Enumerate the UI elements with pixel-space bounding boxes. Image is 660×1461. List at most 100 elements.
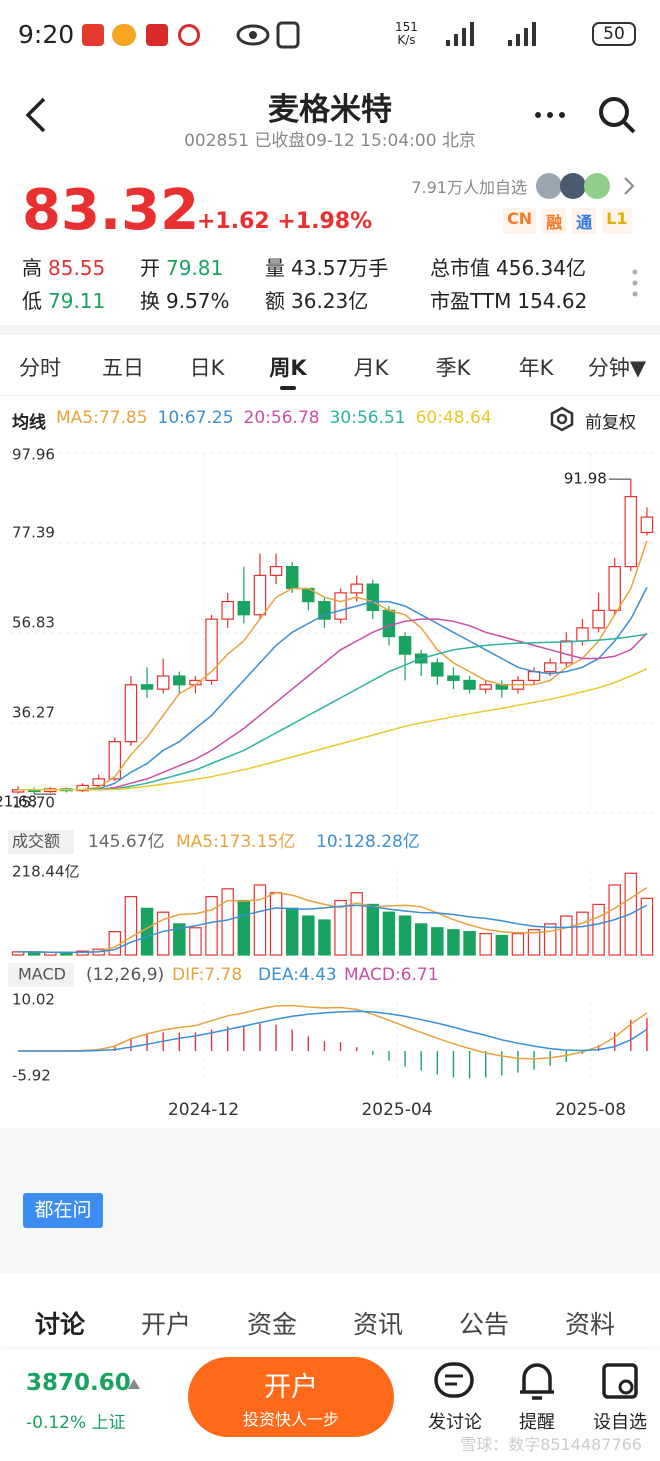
stat: 开 79.81 — [140, 252, 223, 281]
candle-body — [479, 684, 492, 690]
volume-bar — [205, 896, 218, 956]
volume-bar — [108, 931, 122, 956]
volume-bar — [576, 911, 589, 956]
index-change: -0.12% 上证 — [26, 1413, 126, 1433]
legend-item: MA5:77.85 — [56, 408, 148, 428]
legend-item: MA5:173.15亿 — [176, 832, 295, 852]
action[interactable]: 发讨论 — [428, 1412, 482, 1433]
stat-value: 85.55 — [48, 256, 106, 280]
tab[interactable]: 周K — [269, 356, 307, 380]
speed: 151 — [395, 20, 418, 34]
settings-icon[interactable] — [549, 406, 575, 432]
volume-bar — [414, 923, 428, 956]
volume-bar — [350, 892, 363, 956]
ma-line — [18, 540, 648, 791]
y-tick-label: 36.27 — [12, 703, 55, 721]
volume-ma-line — [18, 904, 648, 954]
legend-item: 10:128.28亿 — [316, 832, 420, 852]
ma-line — [18, 633, 648, 791]
back-button[interactable] — [22, 96, 52, 134]
avatars[interactable] — [535, 170, 645, 202]
stat-label: 总市值 — [430, 256, 490, 280]
tab-indicator — [280, 386, 296, 390]
volume-bar — [560, 915, 573, 956]
stat-label: 额 — [265, 289, 285, 313]
tab[interactable]: 日K — [189, 356, 225, 380]
clock: 9:20 — [18, 20, 75, 49]
header-actions[interactable] — [532, 94, 642, 136]
x-tick-label: 2025-08 — [555, 1100, 626, 1120]
legend-params: (12,26,9) — [86, 965, 164, 985]
ask-chip[interactable]: 都在问 — [23, 1193, 103, 1228]
bottom-tab[interactable]: 资金 — [246, 1310, 297, 1339]
kline-chart: 2024-12 2025-04 2025-08 97.96 77.39 56.83 36.2… — [0, 446, 655, 1120]
candle-body — [124, 684, 138, 743]
candle-body — [350, 583, 363, 594]
bottom-tab[interactable]: 公告 — [458, 1310, 509, 1339]
macd-line — [18, 1010, 648, 1052]
action[interactable]: 设自选 — [593, 1412, 647, 1433]
volume-bar — [382, 911, 396, 956]
legend-title: 成交额 — [12, 832, 60, 851]
price: 83.32 — [22, 178, 200, 243]
bottom-tab[interactable]: 讨论 — [34, 1310, 85, 1339]
candle-body — [398, 636, 412, 655]
candle-body — [640, 516, 654, 534]
more-dots[interactable] — [630, 268, 640, 298]
candle-body — [318, 601, 331, 620]
legend-box — [8, 963, 74, 987]
volume-bar — [285, 907, 299, 956]
x-tick-label: 2025-04 — [361, 1100, 432, 1120]
candle-body — [576, 627, 589, 642]
tab[interactable]: 年K — [518, 356, 554, 380]
legend-item: 20:56.78 — [243, 408, 320, 428]
y-tick-label: -5.92 — [12, 1067, 51, 1085]
stat-value: 36.23亿 — [291, 289, 369, 313]
tab[interactable]: 五日 — [102, 356, 144, 380]
tab[interactable]: 月K — [353, 356, 389, 380]
candle-body — [237, 601, 251, 616]
tab[interactable]: 分钟▼ — [587, 356, 647, 380]
stat-value: 79.81 — [166, 256, 224, 280]
legend-title: 均线 — [12, 413, 46, 433]
legend-item: 60:48.64 — [415, 408, 492, 428]
percent: +1.98% — [277, 209, 373, 234]
candle-body — [140, 684, 154, 690]
adjust-label[interactable]: 前复权 — [585, 413, 636, 433]
candle-body — [76, 784, 89, 792]
app-icon — [112, 24, 136, 46]
volume-bar — [640, 897, 654, 956]
followers: 7.91万人加自选 — [411, 178, 527, 197]
app-icon — [178, 24, 200, 46]
bottom-tab[interactable]: 资料 — [564, 1310, 615, 1339]
stat: 高 85.55 — [22, 252, 105, 281]
volume-bar — [592, 903, 605, 956]
stat: 市盈TTM 154.62 — [430, 285, 587, 314]
tab[interactable]: 分时 — [19, 356, 61, 380]
action[interactable]: 提醒 — [519, 1412, 555, 1433]
high-label: 91.98 — [564, 470, 607, 488]
stat-label: 高 — [22, 256, 42, 280]
tag: 通 — [572, 208, 597, 234]
index-arrow — [128, 1379, 140, 1389]
ma-legend: 均线 MA5:77.85 10:67.25 20:56.78 30:56.51 60:48… — [12, 408, 492, 433]
status-icons — [236, 21, 536, 49]
bottom-tab[interactable]: 资讯 — [352, 1310, 403, 1339]
y-tick-label: 218.44亿 — [12, 863, 80, 881]
volume-bar — [543, 923, 557, 956]
volume-bar — [27, 952, 41, 956]
tab[interactable]: 季K — [435, 356, 471, 380]
actions: 发讨论 提醒 设自选 — [0, 1408, 660, 1438]
candle-body — [592, 609, 605, 629]
candle-body — [560, 640, 573, 664]
volume-bar — [527, 929, 541, 956]
bottom-tab[interactable]: 开户 — [140, 1310, 191, 1339]
candle-body — [11, 789, 25, 793]
ma-line — [18, 618, 648, 791]
open-account-button[interactable]: 开户 投资快人一步 — [188, 1357, 394, 1437]
stat: 换 9.57% — [140, 285, 230, 314]
volume-bar — [511, 932, 525, 956]
candle-body — [108, 741, 122, 780]
tag: CN — [503, 208, 537, 234]
